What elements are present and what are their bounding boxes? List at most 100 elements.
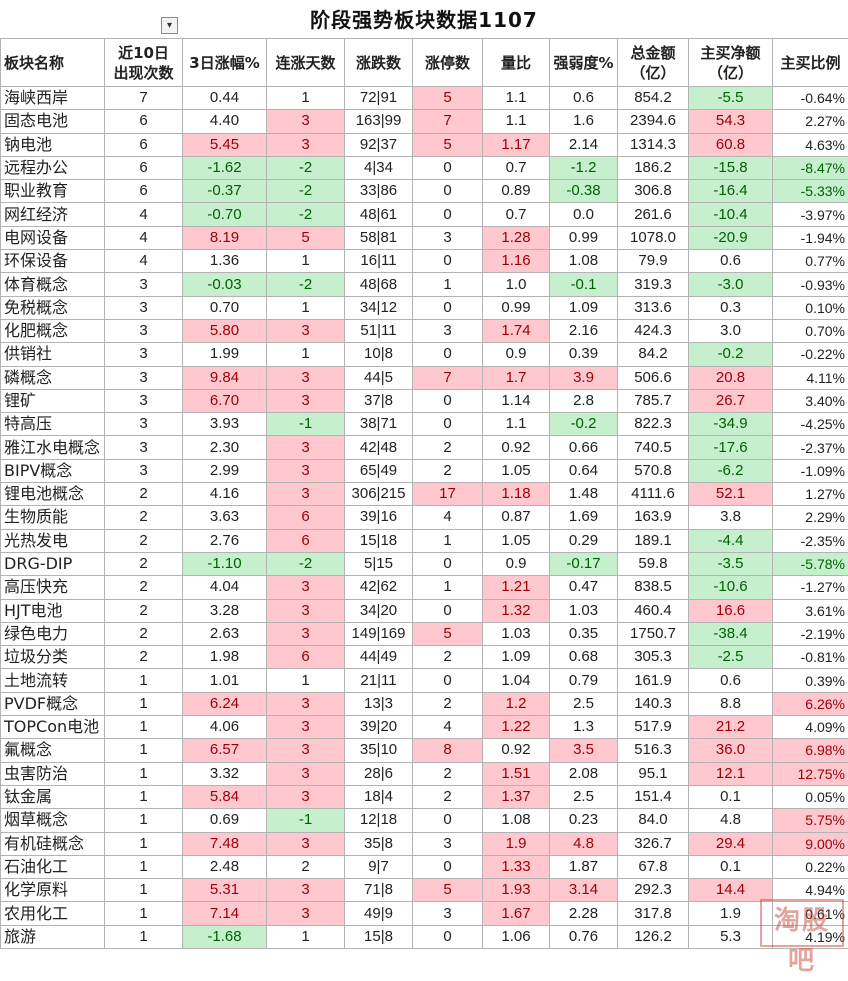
- cell-strength[interactable]: -0.38: [550, 180, 618, 203]
- cell-updown[interactable]: 39|16: [345, 506, 413, 529]
- cell-amount[interactable]: 854.2: [618, 87, 689, 110]
- cell-vol[interactable]: 1.74: [483, 319, 550, 342]
- cell-amount[interactable]: 292.3: [618, 879, 689, 902]
- cell-ratio[interactable]: -1.94%: [773, 226, 848, 249]
- cell-updown[interactable]: 34|20: [345, 599, 413, 622]
- cell-limit[interactable]: 0: [413, 552, 483, 575]
- cell-count[interactable]: 6: [105, 110, 183, 133]
- cell-ratio[interactable]: 3.40%: [773, 389, 848, 412]
- cell-gain[interactable]: 7.14: [183, 902, 267, 925]
- cell-gain[interactable]: 6.57: [183, 739, 267, 762]
- cell-vol[interactable]: 1.14: [483, 389, 550, 412]
- cell-net[interactable]: 12.1: [689, 762, 773, 785]
- cell-gain[interactable]: 4.04: [183, 576, 267, 599]
- cell-updown[interactable]: 72|91: [345, 87, 413, 110]
- cell-amount[interactable]: 140.3: [618, 692, 689, 715]
- cell-net[interactable]: -4.4: [689, 529, 773, 552]
- cell-count[interactable]: 3: [105, 343, 183, 366]
- cell-count[interactable]: 1: [105, 785, 183, 808]
- cell-name[interactable]: DRG-DIP: [1, 552, 105, 575]
- cell-gain[interactable]: 4.40: [183, 110, 267, 133]
- cell-name[interactable]: 锂电池概念: [1, 483, 105, 506]
- cell-vol[interactable]: 1.08: [483, 809, 550, 832]
- cell-gain[interactable]: 2.63: [183, 622, 267, 645]
- cell-gain[interactable]: 5.84: [183, 785, 267, 808]
- cell-name[interactable]: 高压快充: [1, 576, 105, 599]
- cell-updown[interactable]: 163|99: [345, 110, 413, 133]
- cell-up-days[interactable]: 3: [267, 133, 345, 156]
- cell-vol[interactable]: 1.03: [483, 622, 550, 645]
- cell-gain[interactable]: -1.10: [183, 552, 267, 575]
- cell-net[interactable]: 20.8: [689, 366, 773, 389]
- cell-gain[interactable]: 4.16: [183, 483, 267, 506]
- cell-updown[interactable]: 13|3: [345, 692, 413, 715]
- cell-strength[interactable]: 1.03: [550, 599, 618, 622]
- cell-limit[interactable]: 2: [413, 785, 483, 808]
- cell-limit[interactable]: 2: [413, 762, 483, 785]
- cell-ratio[interactable]: -0.22%: [773, 343, 848, 366]
- cell-net[interactable]: -6.2: [689, 459, 773, 482]
- cell-vol[interactable]: 0.7: [483, 156, 550, 179]
- cell-limit[interactable]: 2: [413, 459, 483, 482]
- cell-ratio[interactable]: -2.35%: [773, 529, 848, 552]
- cell-count[interactable]: 7: [105, 87, 183, 110]
- cell-name[interactable]: 垃圾分类: [1, 646, 105, 669]
- cell-ratio[interactable]: -1.09%: [773, 459, 848, 482]
- cell-gain[interactable]: 5.31: [183, 879, 267, 902]
- cell-up-days[interactable]: 3: [267, 692, 345, 715]
- cell-limit[interactable]: 0: [413, 296, 483, 319]
- cell-amount[interactable]: 84.2: [618, 343, 689, 366]
- cell-ratio[interactable]: -4.25%: [773, 413, 848, 436]
- cell-name[interactable]: 锂矿: [1, 389, 105, 412]
- cell-net[interactable]: 52.1: [689, 483, 773, 506]
- cell-up-days[interactable]: 1: [267, 343, 345, 366]
- cell-strength[interactable]: 1.69: [550, 506, 618, 529]
- cell-vol[interactable]: 1.33: [483, 855, 550, 878]
- cell-amount[interactable]: 126.2: [618, 925, 689, 948]
- cell-count[interactable]: 1: [105, 716, 183, 739]
- cell-name[interactable]: BIPV概念: [1, 459, 105, 482]
- cell-up-days[interactable]: 5: [267, 226, 345, 249]
- cell-up-days[interactable]: 3: [267, 902, 345, 925]
- cell-count[interactable]: 3: [105, 273, 183, 296]
- cell-net[interactable]: 29.4: [689, 832, 773, 855]
- cell-net[interactable]: -16.4: [689, 180, 773, 203]
- cell-strength[interactable]: 2.5: [550, 692, 618, 715]
- cell-amount[interactable]: 151.4: [618, 785, 689, 808]
- cell-ratio[interactable]: -2.37%: [773, 436, 848, 459]
- cell-gain[interactable]: 0.70: [183, 296, 267, 319]
- cell-name[interactable]: TOPCon电池: [1, 716, 105, 739]
- cell-amount[interactable]: 189.1: [618, 529, 689, 552]
- cell-updown[interactable]: 42|62: [345, 576, 413, 599]
- cell-vol[interactable]: 1.1: [483, 87, 550, 110]
- cell-ratio[interactable]: -1.27%: [773, 576, 848, 599]
- cell-up-days[interactable]: 3: [267, 319, 345, 342]
- cell-count[interactable]: 1: [105, 692, 183, 715]
- cell-limit[interactable]: 0: [413, 599, 483, 622]
- cell-strength[interactable]: 2.16: [550, 319, 618, 342]
- cell-vol[interactable]: 1.17: [483, 133, 550, 156]
- cell-amount[interactable]: 163.9: [618, 506, 689, 529]
- cell-name[interactable]: 钛金属: [1, 785, 105, 808]
- cell-amount[interactable]: 516.3: [618, 739, 689, 762]
- cell-limit[interactable]: 7: [413, 366, 483, 389]
- cell-name[interactable]: 雅江水电概念: [1, 436, 105, 459]
- cell-limit[interactable]: 3: [413, 319, 483, 342]
- cell-up-days[interactable]: 3: [267, 716, 345, 739]
- cell-net[interactable]: 60.8: [689, 133, 773, 156]
- cell-vol[interactable]: 1.1: [483, 413, 550, 436]
- col-header[interactable]: 涨跌数: [345, 39, 413, 87]
- cell-net[interactable]: 3.0: [689, 319, 773, 342]
